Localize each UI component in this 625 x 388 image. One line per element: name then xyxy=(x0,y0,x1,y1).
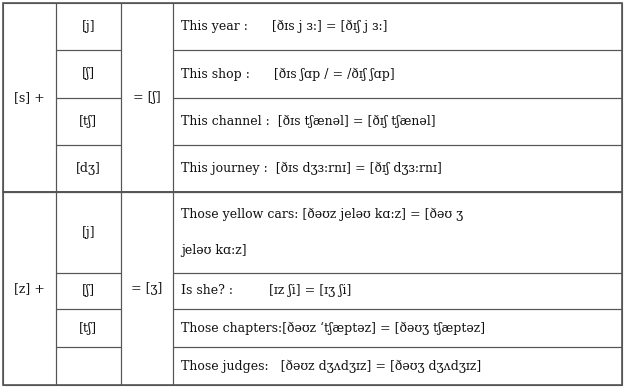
Text: This channel :  [ðɪs tʃænəl] = [ðɪʃ tʃænəl]: This channel : [ðɪs tʃænəl] = [ðɪʃ tʃænə… xyxy=(181,114,436,128)
Bar xyxy=(3,192,56,385)
Bar xyxy=(56,347,121,385)
Text: This year :      [ðɪs j ɜ:] = [ðɪʃ j ɜ:]: This year : [ðɪs j ɜ:] = [ðɪʃ j ɜ:] xyxy=(181,20,388,33)
Text: This shop :      [ðɪs ʃɑp / = /ðɪʃ ʃɑp]: This shop : [ðɪs ʃɑp / = /ðɪʃ ʃɑp] xyxy=(181,68,394,81)
Bar xyxy=(173,273,622,309)
Text: [dʒ]: [dʒ] xyxy=(76,162,101,175)
Bar xyxy=(3,3,56,192)
Bar xyxy=(173,3,622,50)
Text: jeləʊ kɑ:z]: jeləʊ kɑ:z] xyxy=(181,244,246,257)
Bar xyxy=(173,98,622,145)
Text: Is she? :         [ɪz ʃi] = [ɪʒ ʃi]: Is she? : [ɪz ʃi] = [ɪʒ ʃi] xyxy=(181,284,351,298)
Text: = [ʃ]: = [ʃ] xyxy=(133,91,161,104)
Text: [j]: [j] xyxy=(81,20,95,33)
Bar xyxy=(3,192,622,385)
Text: This journey :  [ðɪs dʒɜ:rnɪ] = [ðɪʃ dʒɜ:rnɪ]: This journey : [ðɪs dʒɜ:rnɪ] = [ðɪʃ dʒɜ:… xyxy=(181,162,442,175)
Bar xyxy=(56,3,121,50)
Bar xyxy=(56,98,121,145)
Bar xyxy=(121,3,173,192)
Text: Those yellow cars: [ðəʊz jeləʊ kɑ:z] = [ðəʊ ʒ: Those yellow cars: [ðəʊz jeləʊ kɑ:z] = [… xyxy=(181,208,463,222)
Text: [ʃ]: [ʃ] xyxy=(82,284,95,298)
Text: Those judges:   [ðəʊz dʒʌdʒɪz] = [ðəʊʒ dʒʌdʒɪz]: Those judges: [ðəʊz dʒʌdʒɪz] = [ðəʊʒ dʒʌ… xyxy=(181,359,481,373)
Text: [s] +: [s] + xyxy=(14,91,45,104)
Bar xyxy=(173,347,622,385)
Text: [tʃ]: [tʃ] xyxy=(79,115,98,128)
Text: [ʃ]: [ʃ] xyxy=(82,68,95,80)
Bar xyxy=(121,192,173,385)
Text: [j]: [j] xyxy=(81,226,95,239)
Text: [z] +: [z] + xyxy=(14,282,45,295)
Bar xyxy=(56,145,121,192)
Bar xyxy=(173,309,622,347)
Bar xyxy=(3,3,622,192)
Bar xyxy=(173,145,622,192)
Bar xyxy=(173,50,622,98)
Bar xyxy=(56,273,121,309)
Bar xyxy=(56,50,121,98)
Text: [tʃ]: [tʃ] xyxy=(79,322,98,334)
Text: = [ʒ]: = [ʒ] xyxy=(131,282,162,295)
Bar xyxy=(173,192,622,273)
Text: Those chapters:[ðəʊz ‘tʃæptəz] = [ðəʊʒ tʃæptəz]: Those chapters:[ðəʊz ‘tʃæptəz] = [ðəʊʒ t… xyxy=(181,321,485,335)
Bar xyxy=(56,192,121,273)
Bar xyxy=(56,309,121,347)
